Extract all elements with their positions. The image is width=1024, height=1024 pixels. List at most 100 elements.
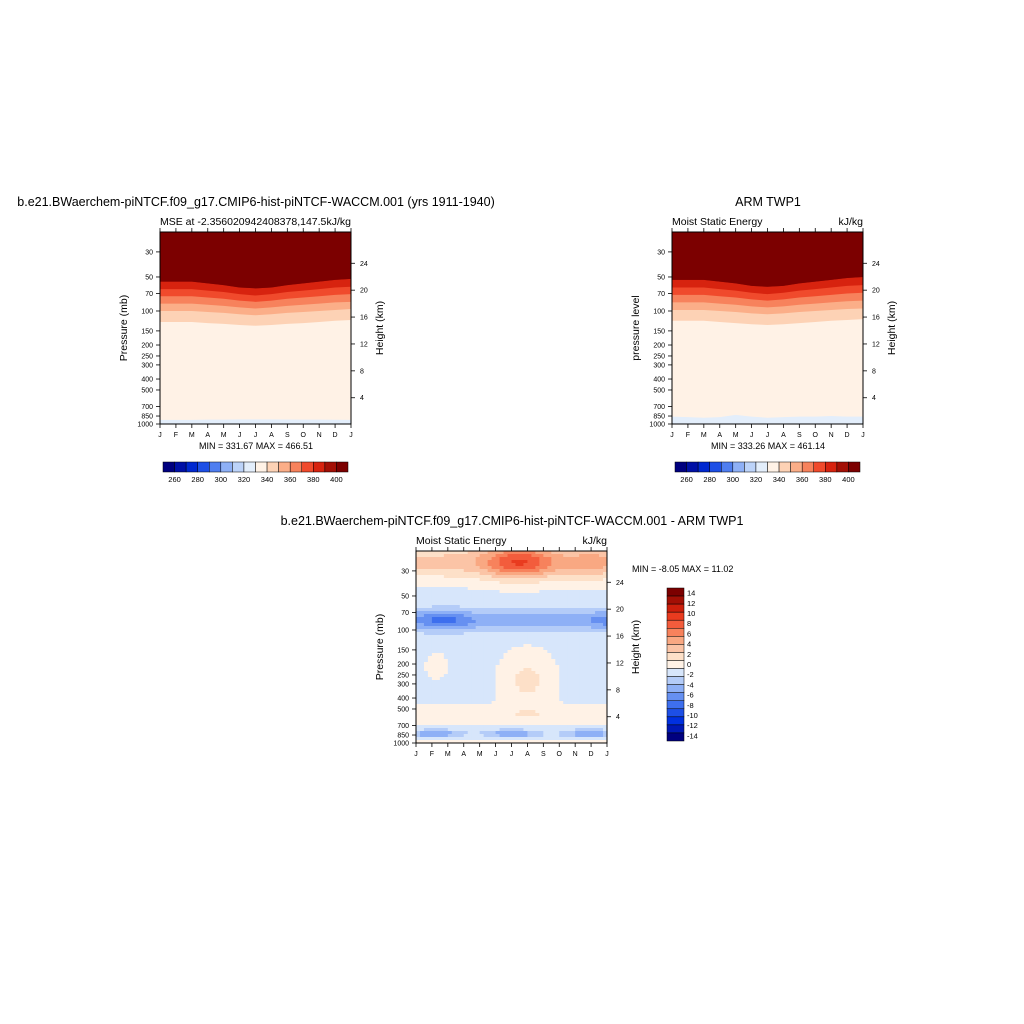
heatmap-cell bbox=[555, 554, 560, 558]
heatmap-cell bbox=[423, 560, 429, 564]
heatmap-cell bbox=[603, 668, 608, 672]
heatmap-cell bbox=[419, 662, 425, 666]
heatmap-cell bbox=[495, 626, 500, 630]
heatmap-cell bbox=[439, 680, 445, 684]
heatmap-cell bbox=[511, 689, 516, 693]
heatmap-cell bbox=[595, 557, 600, 561]
heatmap-cell bbox=[543, 560, 548, 564]
heatmap-cell bbox=[471, 620, 477, 624]
heatmap-cell bbox=[503, 551, 508, 555]
heatmap-cell bbox=[416, 662, 421, 666]
heatmap-cell bbox=[563, 698, 568, 702]
heatmap-cell bbox=[419, 629, 425, 633]
heatmap-cell bbox=[479, 668, 485, 672]
y-tick-label: 850 bbox=[653, 414, 665, 421]
heatmap-cell bbox=[579, 557, 584, 561]
y-tick-label: 100 bbox=[653, 308, 665, 315]
heatmap-cell bbox=[603, 629, 608, 633]
heatmap-cell bbox=[543, 551, 548, 555]
y-tick-label: 50 bbox=[145, 274, 153, 281]
x-tick-label: S bbox=[541, 751, 546, 758]
heatmap-cell bbox=[419, 740, 425, 744]
heatmap-cell bbox=[499, 647, 504, 651]
heatmap-cell bbox=[475, 686, 481, 690]
heatmap-cell bbox=[563, 623, 568, 627]
heatmap-cell bbox=[463, 617, 469, 621]
heatmap-cell bbox=[495, 647, 500, 651]
heatmap-cell bbox=[575, 731, 580, 735]
heatmap-cell bbox=[479, 578, 485, 582]
heatmap-cell bbox=[583, 599, 588, 603]
heatmap-cell bbox=[495, 707, 500, 711]
heatmap-cell bbox=[487, 719, 493, 723]
heatmap-cell bbox=[535, 719, 540, 723]
heatmap-cell bbox=[603, 587, 608, 591]
heatmap-cell bbox=[539, 584, 544, 588]
heatmap-cell bbox=[523, 692, 528, 696]
contour-fill bbox=[160, 232, 351, 424]
x-tick-label: J bbox=[494, 751, 498, 758]
heatmap-cell bbox=[495, 551, 500, 555]
heatmap-cell bbox=[507, 644, 512, 648]
heatmap-cell bbox=[515, 554, 520, 558]
heatmap-cell bbox=[551, 713, 556, 717]
heatmap-cell bbox=[491, 602, 496, 606]
heatmap-cell bbox=[451, 611, 457, 615]
heatmap-cell bbox=[459, 626, 465, 630]
heatmap-cell bbox=[535, 569, 540, 573]
x-tick-label: N bbox=[317, 432, 322, 439]
heatmap-cell bbox=[547, 650, 552, 654]
heatmap-cell bbox=[511, 692, 516, 696]
heatmap-cell bbox=[459, 554, 465, 558]
colorbar-label: -14 bbox=[687, 731, 698, 740]
heatmap-cell bbox=[555, 665, 560, 669]
heatmap-cell bbox=[547, 686, 552, 690]
heatmap-cell bbox=[543, 605, 548, 609]
heatmap-cell bbox=[423, 689, 429, 693]
heatmap-cell bbox=[567, 602, 572, 606]
heatmap-cell bbox=[507, 725, 512, 729]
colorbar-box bbox=[266, 461, 279, 473]
y-tick-label: 70 bbox=[657, 291, 665, 298]
heatmap-cell bbox=[579, 587, 584, 591]
heatmap-cell bbox=[559, 611, 564, 615]
heatmap-cell bbox=[559, 623, 564, 627]
heatmap-cell bbox=[483, 557, 489, 561]
heatmap-cell bbox=[495, 587, 500, 591]
heatmap-cell bbox=[419, 623, 425, 627]
heatmap-cell bbox=[531, 641, 536, 645]
heatmap-cell bbox=[419, 587, 425, 591]
heatmap-cell bbox=[591, 554, 596, 558]
heatmap-cell bbox=[463, 653, 469, 657]
heatmap-cell bbox=[463, 620, 469, 624]
heatmap-cell bbox=[571, 686, 576, 690]
heatmap-cell bbox=[527, 731, 532, 735]
heatmap-cell bbox=[519, 710, 524, 714]
heatmap-cell bbox=[515, 719, 520, 723]
heatmap-cell bbox=[555, 677, 560, 681]
x-tick-label: A bbox=[717, 432, 722, 439]
y-tick-label: 30 bbox=[657, 249, 665, 256]
colorbar-label: 320 bbox=[750, 475, 763, 484]
heatmap-cell bbox=[475, 698, 481, 702]
heatmap-cell bbox=[591, 644, 596, 648]
heatmap-cell bbox=[571, 581, 576, 585]
heatmap-cell bbox=[595, 701, 600, 705]
heatmap-cell bbox=[487, 737, 493, 741]
heatmap-cell bbox=[559, 629, 564, 633]
heatmap-cell bbox=[547, 695, 552, 699]
heatmap-cell bbox=[543, 707, 548, 711]
heatmap-cell bbox=[475, 563, 481, 567]
heatmap-cell bbox=[543, 713, 548, 717]
colorbar-box bbox=[666, 595, 685, 605]
heatmap-cell bbox=[535, 560, 540, 564]
heatmap-cell bbox=[543, 590, 548, 594]
heatmap-cell bbox=[535, 656, 540, 660]
heatmap-cell bbox=[539, 551, 544, 555]
heatmap-cell bbox=[427, 581, 433, 585]
heatmap-cell bbox=[427, 617, 433, 621]
colorbar-box bbox=[301, 461, 314, 473]
heatmap-cell bbox=[583, 554, 588, 558]
heatmap-cell bbox=[467, 572, 473, 576]
heatmap-cell bbox=[563, 728, 568, 732]
